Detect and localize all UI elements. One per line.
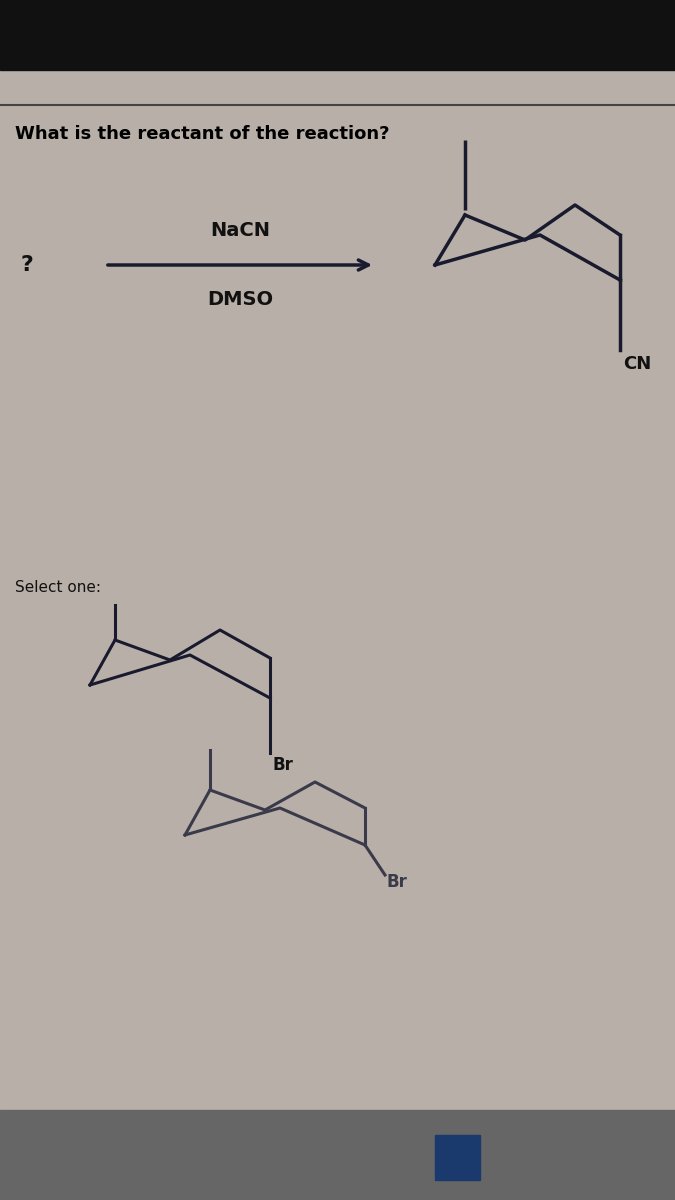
Text: Select one:: Select one: <box>15 580 101 595</box>
Text: Br: Br <box>273 756 294 774</box>
Text: What is the reactant of the reaction?: What is the reactant of the reaction? <box>15 125 389 143</box>
Text: Br: Br <box>387 874 408 890</box>
Bar <box>0 0 675 70</box>
Text: DMSO: DMSO <box>207 290 273 308</box>
Text: CN: CN <box>623 355 651 373</box>
Bar <box>0 1110 675 1200</box>
Bar <box>435 1135 480 1180</box>
Text: ?: ? <box>20 254 33 275</box>
Text: NaCN: NaCN <box>210 221 270 240</box>
